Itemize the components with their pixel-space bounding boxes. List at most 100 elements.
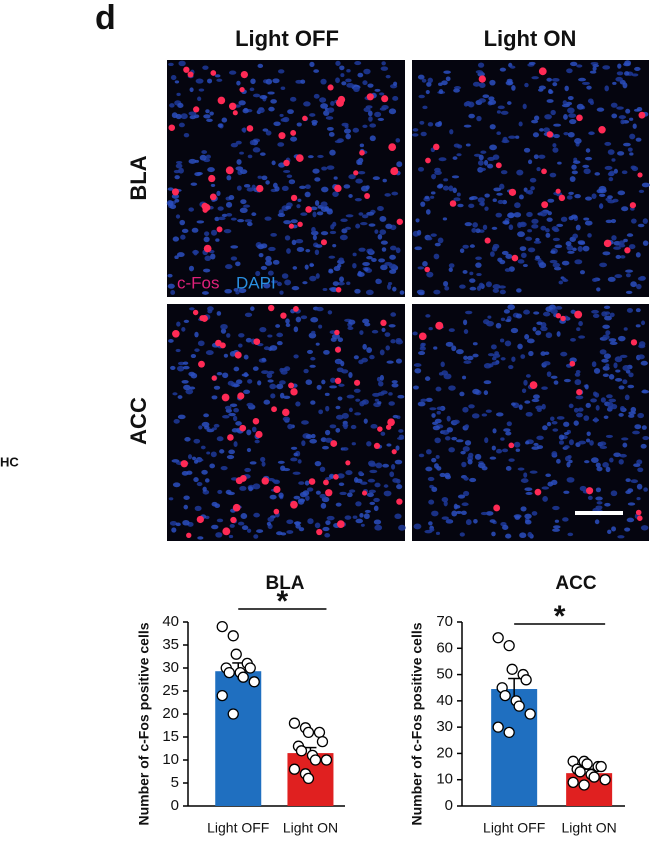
- cfos-cell: [353, 170, 359, 176]
- cfos-cell: [293, 306, 299, 312]
- nucleus: [615, 369, 621, 373]
- cfos-cell: [211, 375, 217, 381]
- nucleus: [627, 384, 635, 389]
- nucleus: [568, 439, 574, 446]
- nucleus: [550, 109, 556, 116]
- nucleus: [515, 448, 521, 452]
- nucleus: [627, 147, 633, 152]
- nucleus: [618, 412, 624, 417]
- cfos-cell: [237, 392, 245, 400]
- nucleus: [444, 474, 451, 480]
- nucleus: [279, 113, 284, 117]
- nucleus: [629, 117, 634, 121]
- nucleus: [320, 231, 329, 236]
- nucleus: [584, 384, 589, 390]
- nucleus: [360, 523, 365, 527]
- nucleus: [199, 154, 207, 161]
- y-tick-label: 40: [162, 613, 179, 630]
- nucleus: [388, 108, 397, 115]
- nucleus: [606, 394, 613, 399]
- nucleus: [225, 264, 233, 270]
- nucleus: [594, 519, 600, 525]
- nucleus: [625, 269, 634, 273]
- nucleus: [172, 482, 181, 488]
- nucleus: [240, 513, 248, 520]
- nucleus: [181, 228, 189, 233]
- nucleus: [594, 172, 601, 176]
- nucleus: [542, 495, 548, 502]
- nucleus: [530, 186, 535, 191]
- nucleus: [312, 234, 317, 241]
- nucleus: [595, 505, 603, 510]
- nucleus: [392, 414, 399, 419]
- nucleus: [609, 312, 615, 318]
- nucleus: [440, 361, 445, 368]
- nucleus: [299, 491, 307, 498]
- nucleus: [183, 384, 191, 391]
- nucleus: [329, 149, 336, 156]
- nucleus: [503, 220, 510, 225]
- nucleus: [305, 495, 310, 501]
- nucleus: [335, 60, 341, 66]
- nucleus: [417, 166, 425, 172]
- nucleus: [567, 107, 575, 114]
- nucleus: [255, 270, 261, 277]
- nucleus: [348, 194, 353, 198]
- nucleus: [355, 223, 361, 229]
- cfos-cell: [558, 194, 566, 202]
- nucleus: [252, 147, 261, 153]
- nucleus: [345, 133, 352, 140]
- cfos-cell: [387, 418, 395, 427]
- nucleus: [263, 346, 270, 351]
- cfos-cell: [268, 304, 275, 312]
- nucleus: [243, 204, 251, 208]
- nucleus: [576, 103, 584, 110]
- nucleus: [257, 244, 265, 250]
- cfos-cell: [227, 434, 234, 441]
- nucleus: [209, 111, 214, 116]
- nucleus: [369, 469, 378, 474]
- nucleus: [386, 360, 394, 364]
- nucleus: [361, 214, 369, 219]
- nucleus: [472, 388, 480, 395]
- nucleus: [177, 414, 186, 420]
- nucleus: [609, 341, 618, 345]
- nucleus: [630, 479, 639, 484]
- nucleus: [604, 85, 610, 92]
- nucleus: [459, 532, 465, 537]
- nucleus: [445, 76, 451, 82]
- nucleus: [623, 327, 628, 331]
- nucleus: [500, 437, 505, 441]
- nucleus: [418, 350, 426, 356]
- cfos-cell: [637, 172, 643, 178]
- nucleus: [277, 142, 285, 147]
- nucleus: [232, 383, 240, 388]
- nucleus: [503, 428, 511, 432]
- nucleus: [369, 135, 376, 142]
- nucleus: [319, 97, 327, 103]
- nucleus: [295, 238, 304, 244]
- nucleus: [640, 525, 649, 531]
- nucleus: [419, 120, 425, 125]
- nucleus: [314, 461, 322, 467]
- nucleus: [611, 113, 618, 119]
- nucleus: [558, 280, 564, 285]
- nucleus: [475, 262, 482, 268]
- nucleus: [513, 212, 522, 218]
- nucleus: [536, 167, 541, 172]
- nucleus: [566, 244, 574, 251]
- nucleus: [540, 351, 546, 356]
- data-point: [578, 779, 590, 791]
- nucleus: [468, 203, 475, 209]
- data-point: [513, 700, 525, 712]
- nucleus: [425, 466, 433, 472]
- nucleus: [357, 72, 364, 78]
- nucleus: [625, 108, 631, 114]
- nucleus: [533, 311, 540, 315]
- nucleus: [600, 397, 606, 403]
- nucleus: [607, 405, 613, 411]
- nucleus: [177, 102, 184, 108]
- nucleus: [298, 481, 305, 485]
- nucleus: [235, 291, 240, 295]
- nucleus: [625, 290, 633, 294]
